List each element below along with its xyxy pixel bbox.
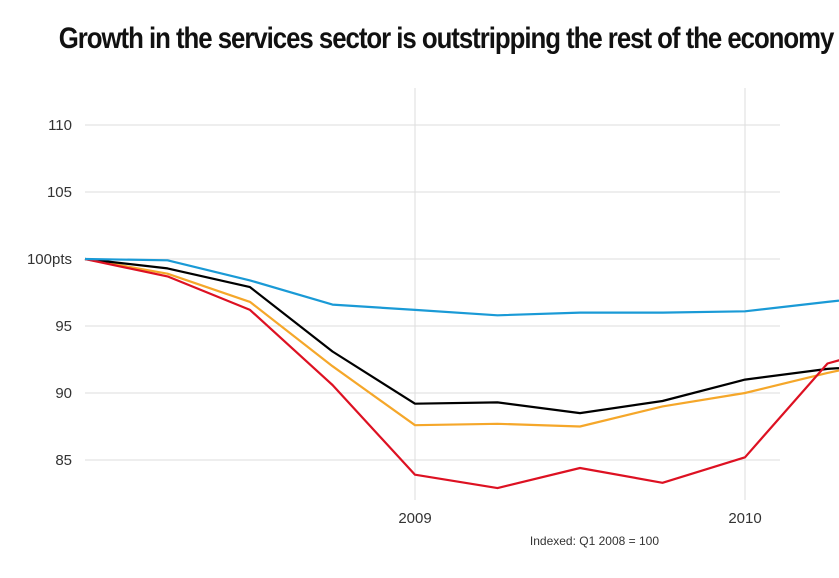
y-tick-label: 105 [47, 184, 72, 201]
chart-title: Growth in the services sector is outstri… [58, 22, 835, 55]
x-tick-label: 2010 [728, 510, 761, 527]
y-tick-label: 95 [55, 318, 72, 335]
x-axis-ticks: 2009201020112012201320142015 [398, 510, 761, 527]
y-tick-label: 85 [55, 452, 72, 469]
y-tick-label: 90 [55, 385, 72, 402]
series-line-services [84, 257, 839, 317]
y-axis-ticks: 85 90 95 100pts 105 110 [27, 117, 72, 469]
grid-lines [85, 88, 780, 500]
y-tick-label: 100pts [27, 251, 72, 268]
series-line-manufacturing [84, 257, 839, 428]
series-line-construction [84, 257, 839, 490]
series-lines [84, 257, 839, 490]
y-tick-label: 110 [48, 117, 72, 134]
series-line-production [84, 257, 839, 415]
index-note: Indexed: Q1 2008 = 100 [530, 534, 659, 548]
x-tick-label: 2009 [398, 510, 431, 527]
